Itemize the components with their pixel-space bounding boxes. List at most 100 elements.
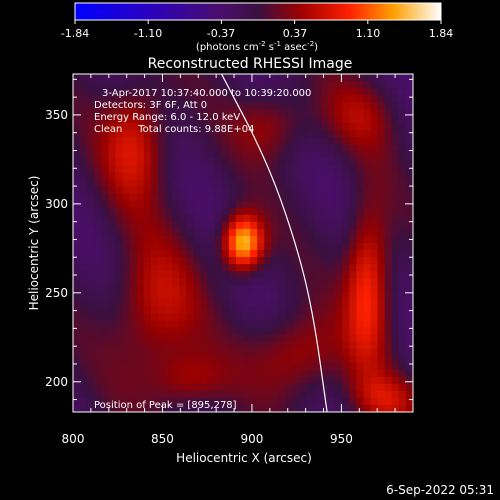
heatmap-cell <box>320 186 329 195</box>
heatmap-cell <box>271 299 280 307</box>
heatmap-cell <box>264 158 272 167</box>
heatmap-cell <box>243 179 251 188</box>
heatmap-cell <box>342 299 350 307</box>
heatmap-cell <box>243 320 251 329</box>
heatmap-cell <box>186 179 195 188</box>
heatmap-cell <box>328 88 336 96</box>
heatmap-cell <box>349 88 357 96</box>
heatmap-cell <box>271 81 280 89</box>
heatmap-cell <box>150 327 159 336</box>
heatmap-cell <box>143 193 152 202</box>
heatmap-cell <box>80 250 88 258</box>
heatmap-cell <box>320 95 329 103</box>
heatmap-cell <box>398 74 407 82</box>
heatmap-cell <box>73 404 81 412</box>
heatmap-cell <box>250 285 258 293</box>
heatmap-cell <box>207 165 216 174</box>
heatmap-cell <box>80 221 88 230</box>
heatmap-cell <box>214 186 223 195</box>
heatmap-cell <box>313 116 322 124</box>
heatmap-cell <box>328 264 336 272</box>
heatmap-cell <box>136 397 145 406</box>
heatmap-cell <box>377 137 386 146</box>
heatmap-cell <box>150 144 159 153</box>
heatmap-cell <box>193 214 202 223</box>
heatmap-cell <box>200 383 209 392</box>
heatmap-cell <box>349 179 357 188</box>
heatmap-cell <box>313 228 322 237</box>
heatmap-cell <box>328 376 336 385</box>
heatmap-cell <box>285 193 294 202</box>
heatmap-cell <box>108 137 117 146</box>
heatmap-cell <box>150 102 159 110</box>
heatmap-cell <box>391 320 400 329</box>
heatmap-cell <box>356 179 365 188</box>
heatmap-cell <box>228 390 237 399</box>
heatmap-cell <box>207 221 216 230</box>
heatmap-cell <box>320 144 329 153</box>
heatmap-cell <box>193 193 202 202</box>
heatmap-cell <box>235 397 244 406</box>
heatmap-cell <box>405 81 413 89</box>
heatmap-cell <box>186 404 195 412</box>
heatmap-cell <box>115 228 124 237</box>
heatmap-cell <box>221 397 230 406</box>
heatmap-cell <box>200 362 209 371</box>
heatmap-cell <box>384 193 393 202</box>
heatmap-cell <box>250 95 258 103</box>
heatmap-cell <box>87 116 95 124</box>
heatmap-cell <box>398 95 407 103</box>
heatmap-cell <box>285 306 294 315</box>
heatmap-cell <box>186 383 195 392</box>
heatmap-cell <box>158 137 166 146</box>
heatmap-cell <box>129 116 138 124</box>
heatmap-cell <box>179 151 187 160</box>
heatmap-cell <box>150 313 159 322</box>
heatmap-cell <box>335 327 343 336</box>
heatmap-cell <box>235 130 244 138</box>
heatmap-cell <box>108 207 117 216</box>
heatmap-cell <box>342 327 350 336</box>
heatmap-cell <box>377 257 386 265</box>
heatmap-cell <box>108 235 117 244</box>
heatmap-cell <box>193 130 202 138</box>
heatmap-cell <box>370 109 379 117</box>
heatmap-cell <box>214 123 223 131</box>
heatmap-cell <box>94 306 102 315</box>
heatmap-cell <box>228 348 237 357</box>
heatmap-cell <box>335 200 343 209</box>
heatmap-cell <box>235 376 244 385</box>
heatmap-cell <box>186 158 195 167</box>
heatmap-cell <box>398 369 407 378</box>
heatmap-cell <box>101 271 110 279</box>
heatmap-cell <box>299 130 308 138</box>
heatmap-cell <box>335 348 343 357</box>
heatmap-cell <box>271 207 280 216</box>
heatmap-cell <box>377 74 386 82</box>
heatmap-cell <box>405 404 413 412</box>
heatmap-cell <box>214 313 223 322</box>
heatmap-cell <box>278 102 287 110</box>
heatmap-cell <box>150 221 159 230</box>
heatmap-cell <box>349 341 357 350</box>
heatmap-cell <box>257 102 265 110</box>
heatmap-cell <box>377 278 386 286</box>
heatmap-cell <box>342 137 350 146</box>
heatmap-cell <box>271 397 280 406</box>
heatmap-cell <box>243 313 251 322</box>
heatmap-cell <box>306 369 315 378</box>
heatmap-cell <box>328 306 336 315</box>
heatmap-cell <box>221 369 230 378</box>
heatmap-cell <box>264 81 272 89</box>
heatmap-cell <box>271 348 280 357</box>
heatmap-cell <box>356 88 365 96</box>
heatmap-cell <box>398 102 407 110</box>
heatmap-cell <box>108 369 117 378</box>
heatmap-cell <box>250 376 258 385</box>
heatmap-cell <box>80 193 88 202</box>
heatmap-cell <box>129 193 138 202</box>
heatmap-cell <box>306 334 315 343</box>
heatmap-cell <box>193 137 202 146</box>
heatmap-cell <box>328 102 336 110</box>
heatmap-cell <box>342 228 350 237</box>
